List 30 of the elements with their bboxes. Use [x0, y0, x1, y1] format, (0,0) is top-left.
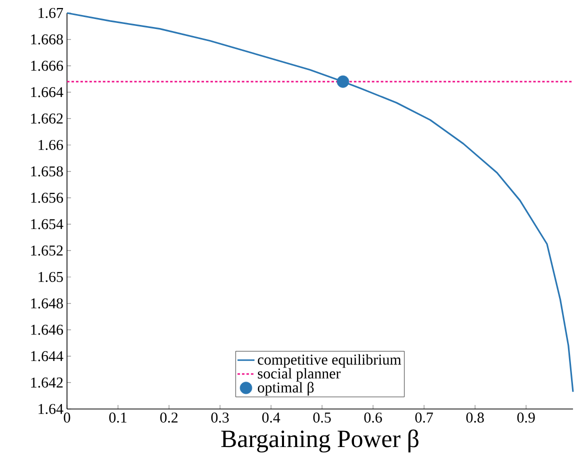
y-tick-label: 1.658 [31, 166, 63, 176]
y-tick-label: 1.664 [31, 87, 64, 98]
y-tick-label: 1.668 [31, 34, 63, 44]
x-tick-label: 0.1 [109, 412, 126, 423]
y-tick-label: 1.654 [31, 219, 64, 230]
x-axis-title: Bargaining Power β [221, 430, 418, 452]
y-tick-label: 1.648 [31, 298, 63, 308]
x-tick-label: 0.5 [313, 412, 331, 423]
legend-label: social planner [258, 368, 341, 382]
legend-label: competitive equilibrium [258, 354, 402, 368]
y-tick-label: 1.646 [31, 324, 64, 335]
x-tick-label: 0.6 [364, 412, 382, 423]
y-tick-label: 1.652 [31, 246, 63, 256]
y-tick-label: 1.66 [38, 140, 64, 150]
y-tick-label: 1.662 [31, 114, 63, 124]
y-tick-label: 1.666 [31, 60, 64, 71]
y-tick-label: 1.642 [31, 378, 63, 388]
x-tick-label: 0.7 [415, 412, 433, 423]
x-tick-label: 0.3 [211, 412, 229, 423]
x-tick-label: 0.4 [262, 412, 280, 423]
y-tick-label: 1.64 [38, 404, 64, 414]
x-tick-label: 0.2 [160, 412, 178, 423]
y-tick-label: 1.656 [31, 192, 64, 203]
x-tick-label: 0.9 [517, 412, 535, 423]
x-tick-label: 0 [64, 412, 70, 423]
y-tick-label: 1.644 [31, 351, 64, 362]
y-tick-label: 1.67 [38, 8, 64, 18]
legend-label: optimal β [258, 382, 314, 396]
y-tick-label: 1.65 [38, 272, 63, 282]
x-tick-label: 0.8 [466, 412, 484, 423]
